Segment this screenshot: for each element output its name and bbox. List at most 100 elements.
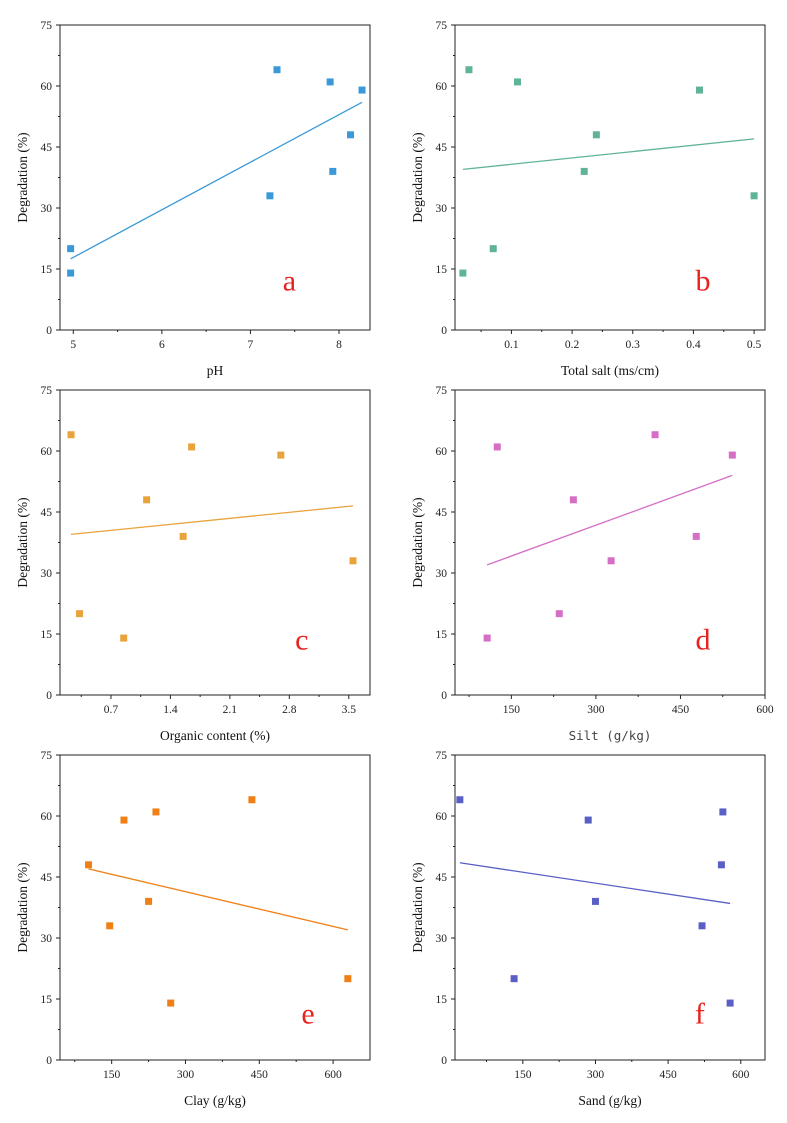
panel-b-letter: b [696, 264, 711, 297]
panel-b-y-tick-label: 75 [436, 20, 448, 32]
panel-c-data-point [76, 610, 84, 618]
panel-d-x-tick-label: 300 [587, 704, 605, 716]
panel-f-x-axis-label: Sand (g/kg) [578, 1093, 641, 1108]
panel-e-x-axis-label: Clay (g/kg) [184, 1093, 246, 1108]
panel-b-x-tick-label: 0.3 [626, 339, 641, 351]
panel-c-data-point [120, 634, 128, 642]
panel-a-data-point [67, 245, 75, 253]
panel-e-x-tick-label: 600 [324, 1069, 342, 1081]
panel-e-data-point [106, 922, 114, 930]
panel-e-x-tick-label: 450 [251, 1069, 269, 1081]
panel-d-data-point [728, 451, 736, 459]
panel-c-y-tick-label: 60 [41, 446, 53, 458]
panel-c-y-tick-label: 30 [41, 568, 53, 580]
panel-c-data-point [277, 451, 285, 459]
panel-a-x-tick-label: 7 [248, 339, 254, 351]
panel-b-data-point [459, 269, 467, 277]
panel-f-data-point [584, 816, 592, 824]
panel-e-y-tick-label: 45 [41, 872, 53, 884]
panel-a-x-tick-label: 6 [159, 339, 165, 351]
panel-a-x-axis-label: pH [207, 363, 224, 378]
panel-a-data-point [347, 131, 355, 139]
panel-f: 0 15 30 45 60 75 150 300 450 600 Sand (g/kg) Degrad… [410, 750, 766, 1108]
panel-d-data-point [692, 532, 700, 540]
panel-e-y-tick-label: 60 [41, 811, 53, 823]
panel-c-x-tick-label: 3.5 [342, 704, 357, 716]
panel-b-y-axis-label: Degradation (%) [410, 132, 425, 222]
panel-e-y-tick-label: 0 [46, 1055, 52, 1067]
panel-f-x-tick-label: 450 [660, 1069, 678, 1081]
panel-d-data-point [607, 557, 615, 565]
panel-e-data-point [344, 975, 352, 983]
panel-f-y-tick-label: 45 [436, 872, 448, 884]
panel-f-data-point [698, 922, 706, 930]
panel-b-y-tick-label: 45 [436, 142, 448, 154]
panel-b-data-point [750, 192, 758, 200]
panel-c-x-tick-label: 2.1 [223, 704, 238, 716]
panel-c-y-axis-label: Degradation (%) [15, 497, 30, 587]
panel-f-data-point [717, 861, 725, 869]
panel-b-data-point [580, 167, 588, 175]
panel-f-y-tick-label: 75 [436, 750, 448, 762]
panel-c-y-tick-label: 0 [46, 690, 52, 702]
panel-e-data-point [152, 808, 160, 816]
panel-b-fit-line [462, 138, 755, 171]
panel-c-y-tick-label: 15 [41, 629, 53, 641]
panel-c-x-tick-label: 1.4 [163, 704, 178, 716]
panel-a-data-point [67, 269, 75, 277]
panel-f-plot-frame [454, 754, 766, 1061]
panel-a-plot-frame [59, 24, 371, 331]
panel-f-y-axis-label: Degradation (%) [410, 862, 425, 952]
panel-f-y-tick-label: 0 [441, 1055, 447, 1067]
panel-a-y-tick-label: 75 [41, 20, 53, 32]
panel-e-fit-line [88, 868, 349, 931]
panel-c-x-tick-label: 0.7 [104, 704, 119, 716]
panel-d-data-point [569, 496, 577, 504]
panel-c-y-tick-label: 75 [41, 385, 53, 397]
panel-d-y-tick-label: 45 [436, 507, 448, 519]
panel-a-data-point [266, 192, 274, 200]
panel-b-data-point [695, 86, 703, 94]
panel-b-x-tick-label: 0.4 [686, 339, 701, 351]
panel-f-data-point [726, 999, 734, 1007]
panel-d-x-tick-label: 600 [756, 704, 774, 716]
panel-e: 0 15 30 45 60 75 150 300 450 600 Clay (g/kg) Degrad… [15, 750, 371, 1108]
panel-a-data-point [358, 86, 366, 94]
panel-d-y-tick-label: 15 [436, 629, 448, 641]
panel-c-letter: c [295, 623, 308, 656]
panel-e-y-tick-label: 75 [41, 750, 53, 762]
panel-a-x-tick-label: 8 [336, 339, 342, 351]
panel-b-data-point [465, 66, 473, 74]
panel-a-y-axis-label: Degradation (%) [15, 132, 30, 222]
panel-e-y-axis-label: Degradation (%) [15, 862, 30, 952]
panel-d-letter: d [696, 623, 711, 656]
panel-d-data-point [483, 634, 491, 642]
panel-e-data-point [167, 999, 175, 1007]
panel-e-x-tick-label: 150 [103, 1069, 121, 1081]
panel-f-data-point [591, 897, 599, 905]
panel-d-data-point [493, 443, 501, 451]
panel-f-x-tick-label: 150 [514, 1069, 532, 1081]
panel-a-y-tick-label: 60 [41, 81, 53, 93]
panel-a: 0 15 30 45 60 75 5 6 7 8 pH Degradation (%) a [15, 20, 371, 378]
panel-a-y-tick-label: 45 [41, 142, 53, 154]
panel-b-x-tick-label: 0.1 [504, 339, 519, 351]
panel-a-y-tick-label: 0 [46, 325, 52, 337]
panel-b-data-point [513, 78, 521, 86]
panel-e-y-tick-label: 15 [41, 994, 53, 1006]
panel-d-y-axis-label: Degradation (%) [410, 497, 425, 587]
panel-c-data-point [67, 431, 75, 439]
panel-f-data-point [719, 808, 727, 816]
panel-f-fit-line [459, 862, 731, 905]
panel-b-x-tick-label: 0.2 [565, 339, 580, 351]
panel-a-data-point [326, 78, 334, 86]
panel-b-y-tick-label: 30 [436, 203, 448, 215]
panel-e-data-point [248, 796, 256, 804]
panel-e-y-tick-label: 30 [41, 933, 53, 945]
panel-b-data-point [489, 245, 497, 253]
panel-d-y-tick-label: 0 [441, 690, 447, 702]
panel-a-fit-line [70, 101, 363, 260]
panel-b-x-tick-label: 0.5 [747, 339, 762, 351]
panel-b: 0 15 30 45 60 75 0.1 0.2 0.3 0.4 0.5 Total salt (ms… [410, 20, 766, 378]
panel-b-y-tick-label: 60 [436, 81, 448, 93]
